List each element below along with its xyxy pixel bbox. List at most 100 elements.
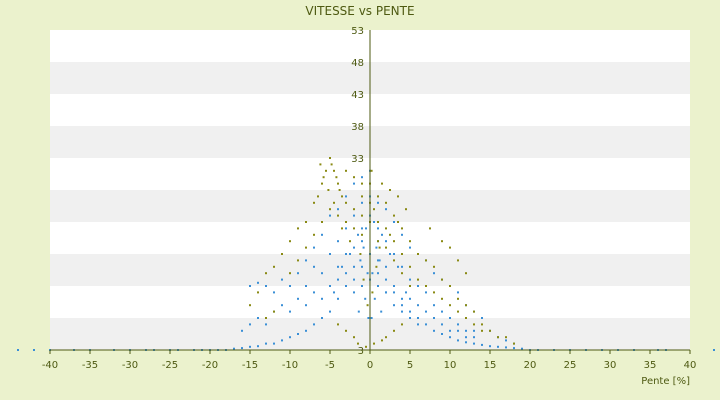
data-point — [393, 259, 395, 262]
data-point — [373, 297, 376, 300]
data-point — [289, 272, 291, 275]
data-point — [393, 329, 395, 332]
data-point — [265, 342, 267, 345]
data-point — [337, 208, 339, 211]
data-point — [457, 339, 459, 342]
data-point — [273, 342, 275, 345]
data-point — [33, 349, 35, 351]
x-tick-label: 30 — [604, 360, 617, 371]
data-point — [385, 246, 387, 249]
data-point — [297, 259, 299, 262]
x-tick-label: 0 — [367, 360, 373, 371]
data-point — [449, 246, 451, 249]
data-point — [249, 323, 251, 326]
data-point — [473, 323, 475, 326]
data-point — [425, 310, 427, 313]
data-point — [353, 278, 355, 281]
data-point — [329, 310, 331, 313]
data-point — [257, 291, 259, 294]
data-point — [257, 281, 259, 284]
data-point — [313, 233, 315, 236]
data-point — [385, 208, 387, 211]
x-tick-labels: -40 -35 -30 -25 -20 -15 -10 -5 0 5 10 15 20 25 30 35 40 — [42, 350, 697, 371]
x-tick-label: -25 — [162, 360, 178, 371]
data-point — [441, 240, 443, 243]
data-point — [353, 291, 355, 294]
data-point — [425, 259, 427, 262]
data-point — [345, 329, 347, 332]
data-point — [345, 272, 347, 275]
x-tick-label: -10 — [282, 360, 298, 371]
data-point — [233, 347, 235, 350]
data-point — [381, 339, 383, 342]
x-tick-label: -15 — [242, 360, 258, 371]
data-point — [397, 221, 399, 223]
data-point — [333, 291, 335, 294]
data-point — [401, 310, 403, 313]
data-point — [329, 285, 331, 287]
x-tick-label: 35 — [644, 360, 657, 371]
data-point — [473, 329, 475, 332]
data-point — [401, 227, 403, 230]
data-point — [465, 341, 467, 344]
data-point — [370, 169, 373, 172]
data-point — [367, 317, 370, 319]
data-point — [393, 240, 395, 243]
data-point — [361, 285, 363, 287]
data-point — [341, 227, 343, 230]
data-point — [361, 195, 363, 198]
data-point — [345, 201, 347, 204]
data-point — [361, 227, 363, 230]
data-point — [481, 329, 483, 332]
data-point — [417, 323, 419, 326]
data-point — [433, 272, 435, 275]
data-point — [353, 246, 355, 249]
data-point — [345, 227, 347, 230]
data-point — [505, 336, 507, 339]
data-point — [305, 246, 307, 249]
data-point — [433, 317, 435, 319]
data-point — [321, 182, 323, 185]
data-point — [401, 304, 403, 307]
data-point — [449, 317, 451, 319]
x-tick-label: 5 — [407, 360, 413, 371]
data-point — [313, 265, 315, 268]
x-tick-label: 15 — [484, 360, 497, 371]
x-tick-label: 40 — [684, 360, 697, 371]
data-point — [457, 259, 459, 262]
data-point — [465, 304, 467, 307]
data-point — [457, 310, 459, 313]
data-point — [713, 349, 715, 351]
data-point — [377, 240, 379, 243]
data-point — [353, 208, 355, 211]
data-point — [465, 329, 467, 332]
data-point — [393, 285, 395, 287]
data-point — [345, 221, 347, 223]
chart-title: VITESSE vs PENTE — [305, 4, 414, 18]
data-point — [349, 240, 351, 243]
data-point — [385, 201, 387, 204]
data-point — [481, 323, 483, 326]
data-point — [341, 195, 343, 198]
data-point — [481, 317, 483, 319]
data-point — [409, 240, 411, 243]
data-point — [473, 310, 475, 313]
data-point — [385, 336, 387, 339]
data-point — [377, 201, 379, 204]
data-point — [333, 201, 335, 204]
data-point — [371, 272, 374, 275]
data-point — [361, 176, 363, 179]
scatter-points — [17, 157, 715, 351]
data-point — [297, 333, 299, 335]
data-point — [305, 304, 307, 307]
data-point — [401, 323, 403, 326]
data-point — [329, 253, 331, 255]
data-point — [425, 285, 427, 287]
data-point — [393, 291, 395, 294]
data-point — [289, 310, 291, 313]
data-point — [393, 304, 395, 307]
data-point — [401, 297, 403, 300]
data-point — [441, 297, 443, 300]
data-point — [393, 214, 395, 217]
data-point — [362, 246, 365, 249]
